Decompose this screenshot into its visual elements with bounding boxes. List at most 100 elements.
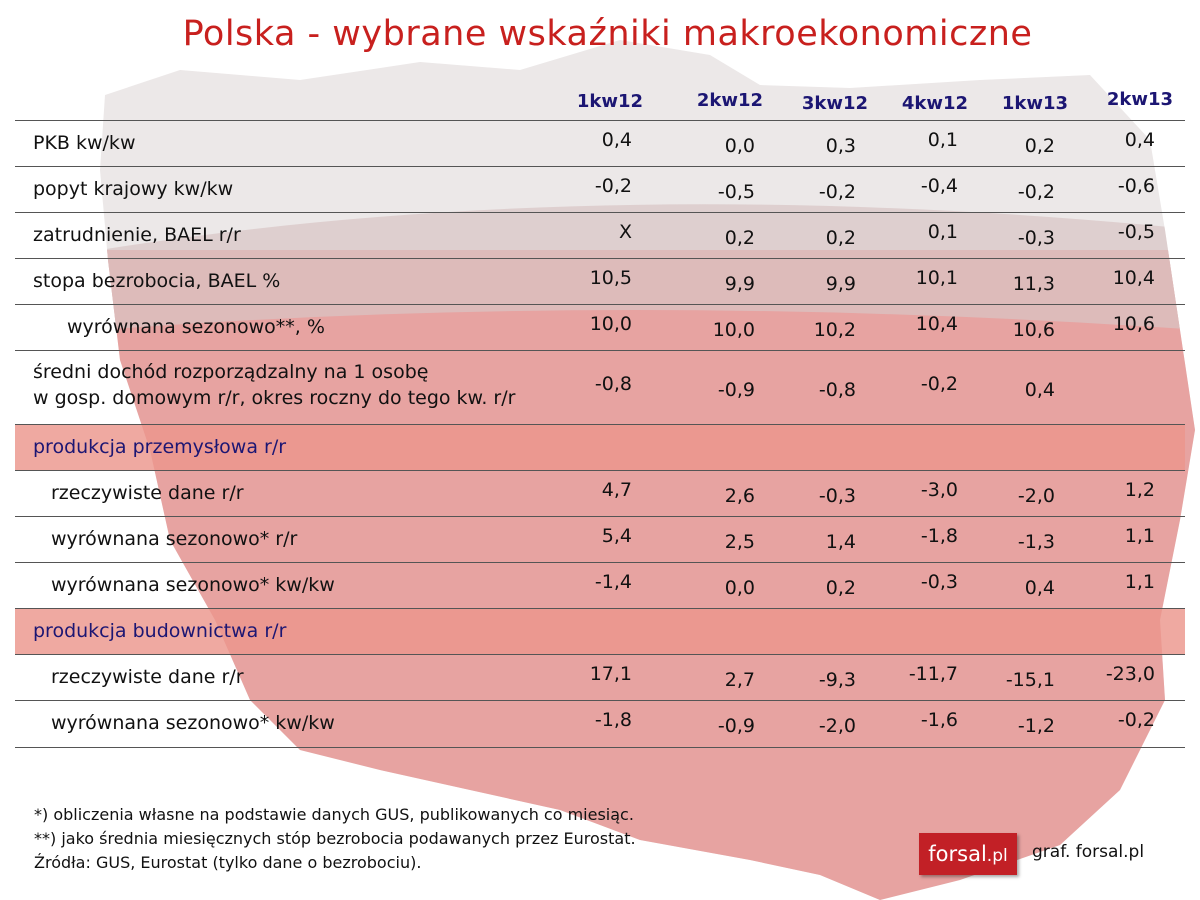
table-cell: 4,7: [601, 479, 632, 501]
row-label: stopa bezrobocia, BAEL %: [33, 270, 281, 292]
forsal-logo[interactable]: forsal.pl: [919, 833, 1017, 875]
table-cell: -0,2: [818, 181, 856, 203]
table-cell: -1,3: [1017, 531, 1055, 553]
table-cell: -1,4: [594, 571, 632, 593]
table-cell: -0,9: [717, 715, 755, 737]
table-cell: 0,2: [825, 227, 856, 249]
table-row: rzeczywiste dane r/r 4,7 2,6 -0,3 -3,0 -2,0 1,…: [15, 470, 1185, 517]
table-cell: 1,1: [1124, 571, 1155, 593]
table-row: stopa bezrobocia, BAEL % 10,5 9,9 9,9 10,1 11…: [15, 258, 1185, 305]
footnotes: *) obliczenia własne na podstawie danych…: [34, 803, 636, 875]
logo-main: forsal: [928, 842, 987, 866]
table-cell: 0,2: [1024, 135, 1055, 157]
table-cell: 2,5: [724, 531, 755, 553]
logo-suffix: .pl: [986, 846, 1008, 866]
table-cell: -2,0: [818, 715, 856, 737]
table-cell: 0,4: [1024, 379, 1055, 401]
table-cell: 0,4: [601, 129, 632, 151]
table-cell: -15,1: [1005, 669, 1055, 691]
table-cell: 10,0: [589, 313, 632, 335]
column-header: 2kw13: [1106, 89, 1174, 110]
table-cell: 11,3: [1012, 273, 1055, 295]
table-cell: 2,6: [724, 485, 755, 507]
footnote-1: *) obliczenia własne na podstawie danych…: [34, 805, 634, 824]
row-label: rzeczywiste dane r/r: [51, 482, 244, 504]
table-cell: 5,4: [601, 525, 632, 547]
table-cell: -0,4: [920, 175, 958, 197]
table-cell: 0,2: [724, 227, 755, 249]
table-cell: 1,1: [1124, 525, 1155, 547]
table-cell: -0,8: [594, 373, 632, 395]
table-cell: 1,2: [1124, 479, 1155, 501]
table-cell: 10,2: [813, 319, 856, 341]
table-cell: -1,8: [594, 709, 632, 731]
section-label: produkcja budownictwa r/r: [33, 620, 287, 642]
table-cell: 9,9: [724, 273, 755, 295]
table-cell: -3,0: [920, 479, 958, 501]
table-cell: 0,2: [825, 577, 856, 599]
row-label-line-2: w gosp. domowym r/r, okres roczny do teg…: [33, 387, 516, 409]
table-cell: 10,5: [589, 267, 632, 289]
row-label: wyrównana sezonowo* kw/kw: [51, 712, 335, 734]
column-header: 4kw12: [901, 93, 969, 114]
table-cell: -11,7: [908, 663, 958, 685]
table-cell: 0,1: [927, 221, 958, 243]
table-cell: -0,2: [920, 373, 958, 395]
row-label: rzeczywiste dane r/r: [51, 666, 244, 688]
column-header: 1kw13: [1001, 93, 1069, 114]
table-cell: -0,5: [717, 181, 755, 203]
section-row: produkcja przemysłowa r/r: [15, 424, 1185, 471]
table-row: wyrównana sezonowo* kw/kw -1,4 0,0 0,2 -0,3 0…: [15, 562, 1185, 609]
table-row: średni dochód rozporządzalny na 1 osobę w…: [15, 350, 1185, 425]
section-row: produkcja budownictwa r/r: [15, 608, 1185, 655]
table-row: wyrównana sezonowo**, % 10,0 10,0 10,2 10,4 1…: [15, 304, 1185, 351]
table-cell: -0,3: [920, 571, 958, 593]
page-title: Polska - wybrane wskaźniki makroekonomic…: [182, 14, 1033, 54]
table-cell: 10,6: [1012, 319, 1055, 341]
row-label-line-1: średni dochód rozporządzalny na 1 osobę: [33, 361, 429, 383]
table-cell: 0,4: [1024, 577, 1055, 599]
footnote-2: **) jako średnia miesięcznych stóp bezro…: [34, 829, 636, 848]
table-cell: -1,2: [1017, 715, 1055, 737]
table-cell: 10,6: [1112, 313, 1155, 335]
table-cell: -0,2: [1017, 181, 1055, 203]
table-cell: -0,2: [594, 175, 632, 197]
table-cell: -0,9: [717, 379, 755, 401]
table-cell: 0,1: [927, 129, 958, 151]
table-cell: -0,8: [818, 379, 856, 401]
table-cell: -0,3: [1017, 227, 1055, 249]
table-row: popyt krajowy kw/kw -0,2 -0,5 -0,2 -0,4 -0,2 -…: [15, 166, 1185, 213]
table-cell: -1,8: [920, 525, 958, 547]
table-cell: 17,1: [589, 663, 632, 685]
column-header: 2kw12: [696, 90, 764, 111]
footnote-3: Źródła: GUS, Eurostat (tylko dane o bezr…: [34, 853, 422, 872]
table-row: wyrównana sezonowo* kw/kw -1,8 -0,9 -2,0 -1,…: [15, 700, 1185, 748]
table-cell: -0,2: [1117, 709, 1155, 731]
table-cell: -0,3: [818, 485, 856, 507]
table-cell: 10,1: [915, 267, 958, 289]
table-cell: X: [618, 221, 632, 243]
column-header: 1kw12: [576, 91, 644, 112]
table-cell: -23,0: [1105, 663, 1155, 685]
table-cell: 0,3: [825, 135, 856, 157]
table-row: zatrudnienie, BAEL r/r X 0,2 0,2 0,1 -0,3 -0,5: [15, 212, 1185, 259]
row-label: zatrudnienie, BAEL r/r: [33, 224, 241, 246]
table-cell: 2,7: [724, 669, 755, 691]
row-label: wyrównana sezonowo* r/r: [51, 528, 298, 550]
table-cell: 10,4: [1112, 267, 1155, 289]
table-cell: -0,6: [1117, 175, 1155, 197]
table-cell: 1,4: [825, 531, 856, 553]
table-cell: 9,9: [825, 273, 856, 295]
source-credit: graf. forsal.pl: [1032, 842, 1145, 862]
table-cell: -0,5: [1117, 221, 1155, 243]
section-label: produkcja przemysłowa r/r: [33, 436, 287, 458]
table-cell: 10,4: [915, 313, 958, 335]
row-label: popyt krajowy kw/kw: [33, 178, 234, 200]
table-cell: 0,4: [1124, 129, 1155, 151]
table-cell: -9,3: [818, 669, 856, 691]
table-cell: -1,6: [920, 709, 958, 731]
table-cell: -2,0: [1017, 485, 1055, 507]
table-cell: 10,0: [712, 319, 755, 341]
table-row: wyrównana sezonowo* r/r 5,4 2,5 1,4 -1,8 -1,3…: [15, 516, 1185, 563]
table-row: PKB kw/kw 0,4 0,0 0,3 0,1 0,2 0,4: [15, 120, 1185, 167]
